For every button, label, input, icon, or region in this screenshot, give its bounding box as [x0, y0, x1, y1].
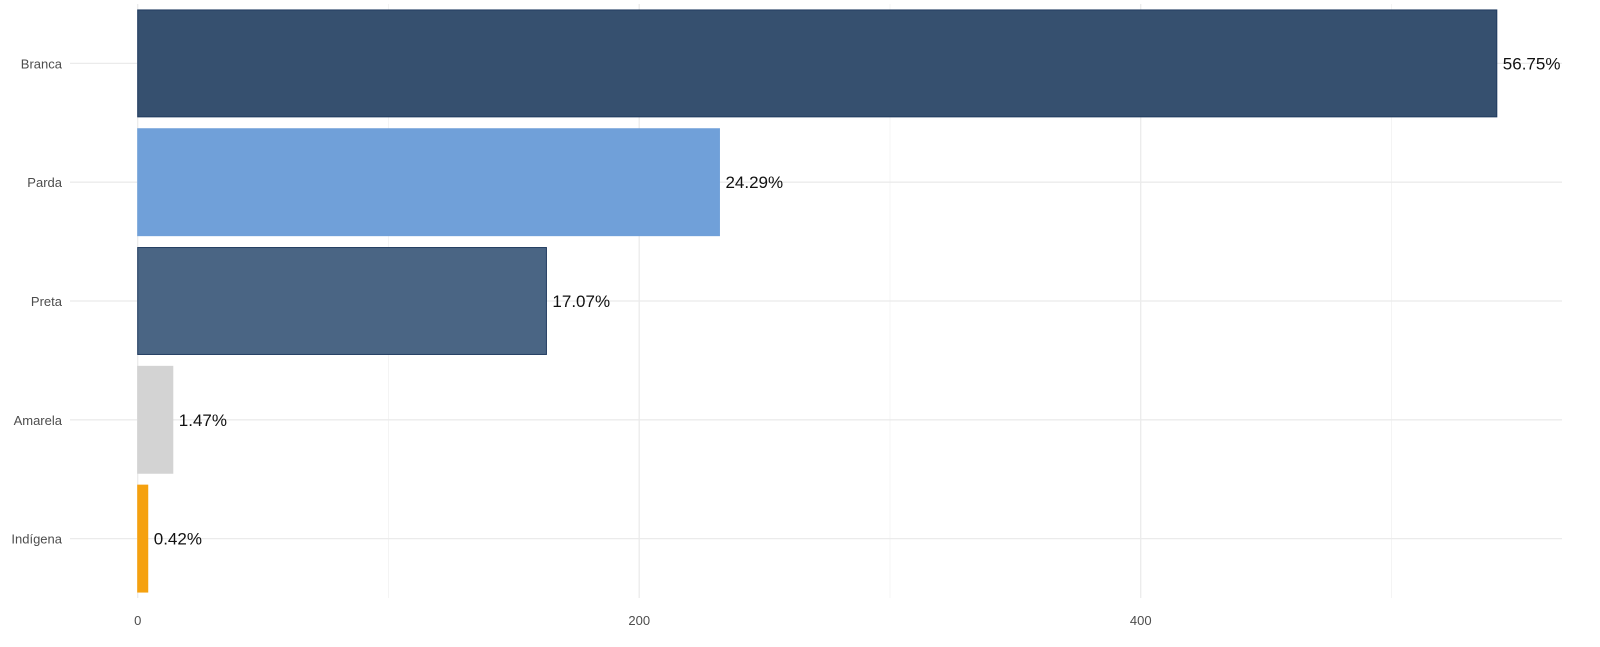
- data-label-0: 56.75%: [1503, 54, 1561, 73]
- data-label-3: 1.47%: [179, 411, 227, 430]
- x-tick-label-200: 200: [628, 613, 650, 628]
- bar-1: [137, 128, 720, 237]
- data-label-1: 24.29%: [725, 173, 783, 192]
- y-axis: Branca Parda Preta Amarela Indígena: [11, 56, 62, 546]
- data-label-2: 17.07%: [552, 292, 610, 311]
- bar-3: [137, 365, 174, 474]
- y-tick-label-4: Indígena: [11, 532, 62, 547]
- data-label-4: 0.42%: [154, 530, 202, 549]
- y-tick-label-3: Amarela: [14, 413, 63, 428]
- bar-0: [137, 9, 1498, 118]
- y-tick-label-0: Branca: [21, 56, 63, 71]
- x-tick-label-0: 0: [134, 613, 141, 628]
- y-tick-label-1: Parda: [27, 175, 62, 190]
- bar-2: [137, 247, 547, 355]
- data-labels: 56.75% 24.29% 17.07% 1.47% 0.42%: [154, 54, 1561, 548]
- x-tick-label-400: 400: [1130, 613, 1152, 628]
- bars: [137, 9, 1498, 593]
- bar-4: [137, 484, 149, 593]
- x-axis: 0 200 400: [134, 613, 1151, 628]
- y-tick-label-2: Preta: [31, 294, 63, 309]
